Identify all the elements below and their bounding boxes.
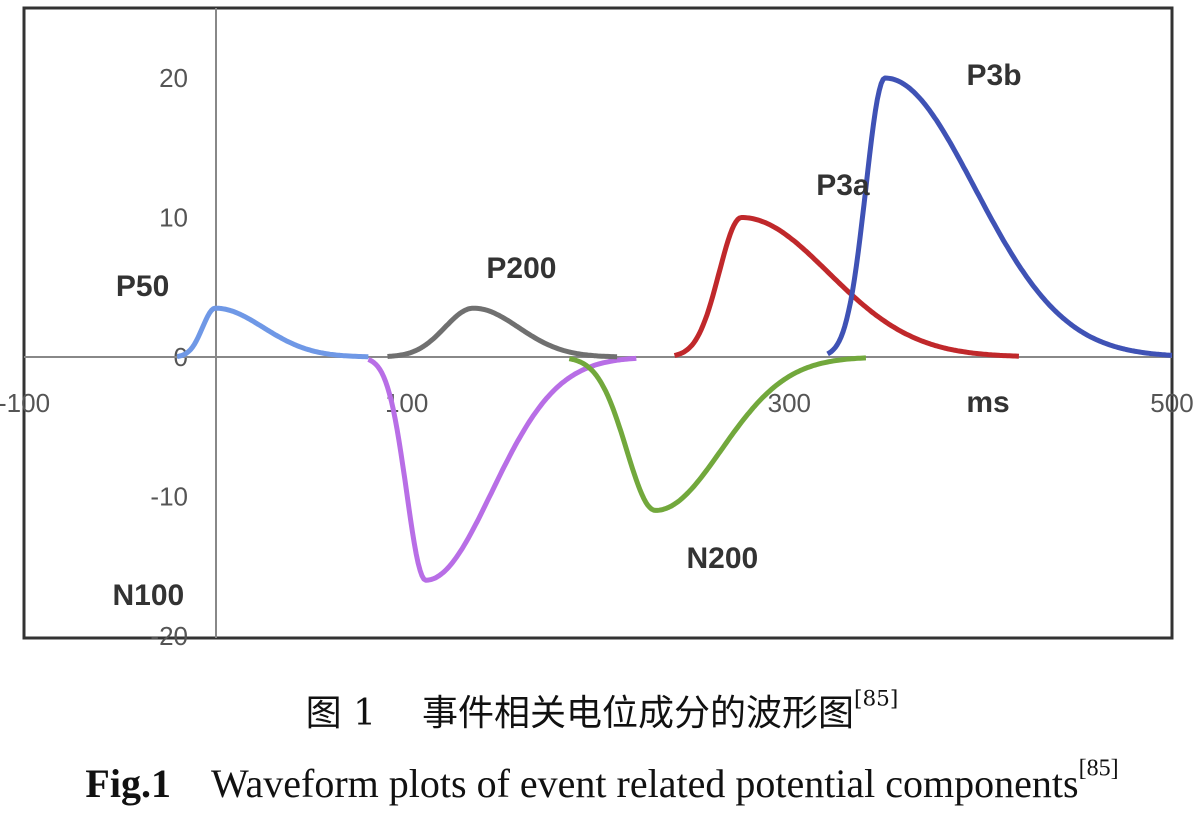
caption-en-label: Fig.1 (85, 761, 171, 806)
curve-p50 (176, 305, 369, 360)
plot-frame (22, 6, 1174, 640)
curve-n200 (568, 355, 867, 513)
x-tick-label: 300 (768, 388, 811, 418)
y-tick-label: 20 (159, 63, 188, 93)
caption-cn-label: 图 1 (305, 693, 376, 734)
y-tick-label: -10 (150, 482, 188, 512)
x-axis-unit: ms (966, 386, 1009, 419)
y-tick-label: 10 (159, 203, 188, 233)
x-tick-label: 500 (1150, 388, 1193, 418)
caption-chinese: 图 1 事件相关电位成分的波形图[85] (0, 684, 1204, 736)
y-tick-label: -20 (150, 621, 188, 651)
peak-label-p200: P200 (486, 252, 556, 285)
peak-label-p3b: P3b (967, 59, 1022, 92)
peak-labels: P50 N100 P200 N200 P3a P3b (113, 59, 1022, 612)
peak-label-p50: P50 (116, 270, 169, 303)
caption-english: Fig.1 Waveform plots of event related pot… (0, 756, 1204, 807)
caption-cn-text: 事件相关电位成分的波形图 (422, 693, 855, 734)
curve-p200 (386, 305, 618, 360)
caption-en-text: Waveform plots of event related potentia… (210, 761, 1079, 806)
peak-label-p3a: P3a (816, 169, 870, 202)
curve-p3b (826, 75, 1173, 358)
caption-cn-ref: [85] (854, 686, 899, 712)
curve-p3a (673, 215, 1020, 359)
x-tick-label: -100 (0, 388, 50, 418)
curve-n100 (367, 355, 637, 583)
waveform-curves (176, 75, 1173, 583)
peak-label-n200: N200 (687, 542, 759, 575)
x-tick-labels: -100 100 300 500 (0, 388, 1194, 418)
peak-label-n100: N100 (113, 579, 185, 612)
caption-en-ref: [85] (1078, 755, 1119, 782)
